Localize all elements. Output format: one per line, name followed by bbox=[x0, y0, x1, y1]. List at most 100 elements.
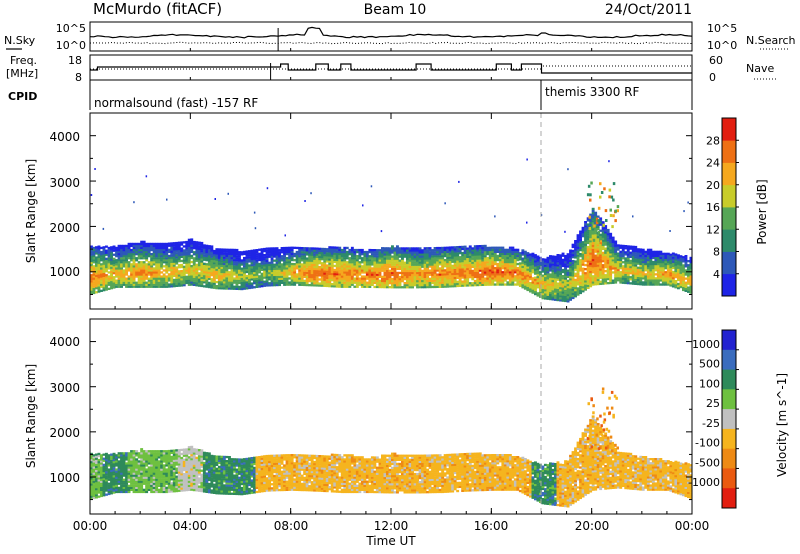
power-cell bbox=[596, 258, 600, 261]
power-cell bbox=[215, 285, 219, 288]
power-cell bbox=[122, 263, 126, 266]
power-cell bbox=[523, 260, 527, 264]
power-cell bbox=[330, 254, 334, 257]
power-cell bbox=[438, 267, 442, 270]
power-cell bbox=[310, 273, 314, 277]
power-cell bbox=[687, 280, 690, 283]
power-cell bbox=[659, 279, 663, 282]
power-cell bbox=[222, 285, 226, 288]
power-cell bbox=[539, 295, 542, 298]
power-colorbar-tick-label: 12 bbox=[706, 223, 720, 236]
power-cell bbox=[147, 263, 151, 266]
power-cell bbox=[576, 268, 580, 272]
power-cell bbox=[579, 261, 582, 264]
power-cell bbox=[353, 257, 357, 260]
power-cell bbox=[360, 253, 364, 256]
power-cell bbox=[654, 277, 658, 280]
power-colorbar-swatch bbox=[722, 207, 736, 230]
power-cell bbox=[90, 290, 93, 293]
power-cell bbox=[215, 270, 219, 273]
power-cell bbox=[581, 279, 585, 283]
power-cell bbox=[541, 260, 545, 263]
power-cell bbox=[682, 282, 685, 285]
power-cell bbox=[571, 256, 575, 259]
power-cell bbox=[162, 242, 166, 246]
power-cell bbox=[458, 270, 462, 273]
power-cell bbox=[451, 254, 455, 257]
power-cell bbox=[117, 271, 121, 274]
power-cell bbox=[576, 277, 580, 280]
power-cell bbox=[268, 255, 271, 258]
power-cell bbox=[579, 244, 582, 248]
power-cell bbox=[353, 277, 357, 280]
power-cell bbox=[436, 269, 439, 272]
power-cell bbox=[175, 260, 179, 263]
power-cell bbox=[446, 258, 450, 262]
power-cell bbox=[413, 277, 417, 281]
power-cell bbox=[127, 255, 131, 258]
power-cell bbox=[228, 277, 231, 280]
power-cell bbox=[145, 275, 149, 278]
power-cell bbox=[92, 267, 96, 270]
power-cell bbox=[521, 271, 525, 275]
power-cell bbox=[300, 247, 304, 250]
power-cell bbox=[115, 269, 118, 272]
power-cell bbox=[350, 277, 354, 280]
power-cell bbox=[185, 261, 189, 264]
power-cell bbox=[388, 269, 392, 272]
power-cell bbox=[270, 280, 274, 283]
power-cell bbox=[391, 247, 394, 250]
power-cell bbox=[677, 268, 680, 271]
power-cell bbox=[305, 279, 309, 283]
power-cell bbox=[631, 260, 635, 263]
power-cell bbox=[132, 269, 136, 272]
power-cell bbox=[664, 265, 668, 268]
power-cell bbox=[165, 265, 169, 268]
power-cell bbox=[278, 273, 281, 276]
power-cell bbox=[345, 263, 349, 266]
power-cell bbox=[150, 281, 154, 284]
power-cell bbox=[120, 271, 123, 274]
power-cell bbox=[518, 268, 522, 271]
power-cell bbox=[238, 277, 241, 280]
power-cell bbox=[559, 289, 562, 292]
power-cell bbox=[137, 250, 141, 254]
power-cell bbox=[348, 265, 352, 268]
power-cell bbox=[476, 249, 480, 252]
power-cell bbox=[100, 257, 103, 260]
power-cell bbox=[436, 257, 439, 260]
power-cell bbox=[443, 250, 447, 254]
power-cell bbox=[150, 277, 154, 280]
power-cell bbox=[150, 271, 154, 274]
power-cell bbox=[120, 275, 123, 278]
power-cell bbox=[235, 287, 239, 290]
power-cell bbox=[288, 281, 292, 284]
power-cell bbox=[386, 253, 389, 256]
power-cell bbox=[644, 283, 648, 286]
power-cell bbox=[190, 281, 194, 284]
power-cell bbox=[391, 282, 394, 285]
power-cell bbox=[596, 270, 600, 273]
power-cell bbox=[270, 265, 274, 268]
power-cell bbox=[589, 248, 593, 251]
power-cell bbox=[182, 282, 186, 285]
power-cell bbox=[315, 270, 319, 273]
power-cell bbox=[511, 256, 515, 260]
power-cell bbox=[175, 278, 179, 281]
power-cell bbox=[571, 276, 575, 279]
power-cell bbox=[120, 267, 123, 270]
power-cell bbox=[629, 267, 633, 271]
power-cell bbox=[190, 275, 194, 278]
power-cell bbox=[383, 286, 387, 289]
power-cell bbox=[110, 287, 113, 290]
power-cell bbox=[416, 275, 419, 279]
power-cell bbox=[95, 272, 98, 275]
power-cell bbox=[554, 267, 557, 271]
power-cell bbox=[162, 279, 166, 282]
power-cell bbox=[112, 257, 116, 260]
power-cell bbox=[423, 257, 427, 260]
power-cell bbox=[589, 219, 593, 222]
power-cell bbox=[601, 239, 605, 242]
power-cell bbox=[486, 269, 490, 272]
power-cell bbox=[225, 279, 229, 282]
